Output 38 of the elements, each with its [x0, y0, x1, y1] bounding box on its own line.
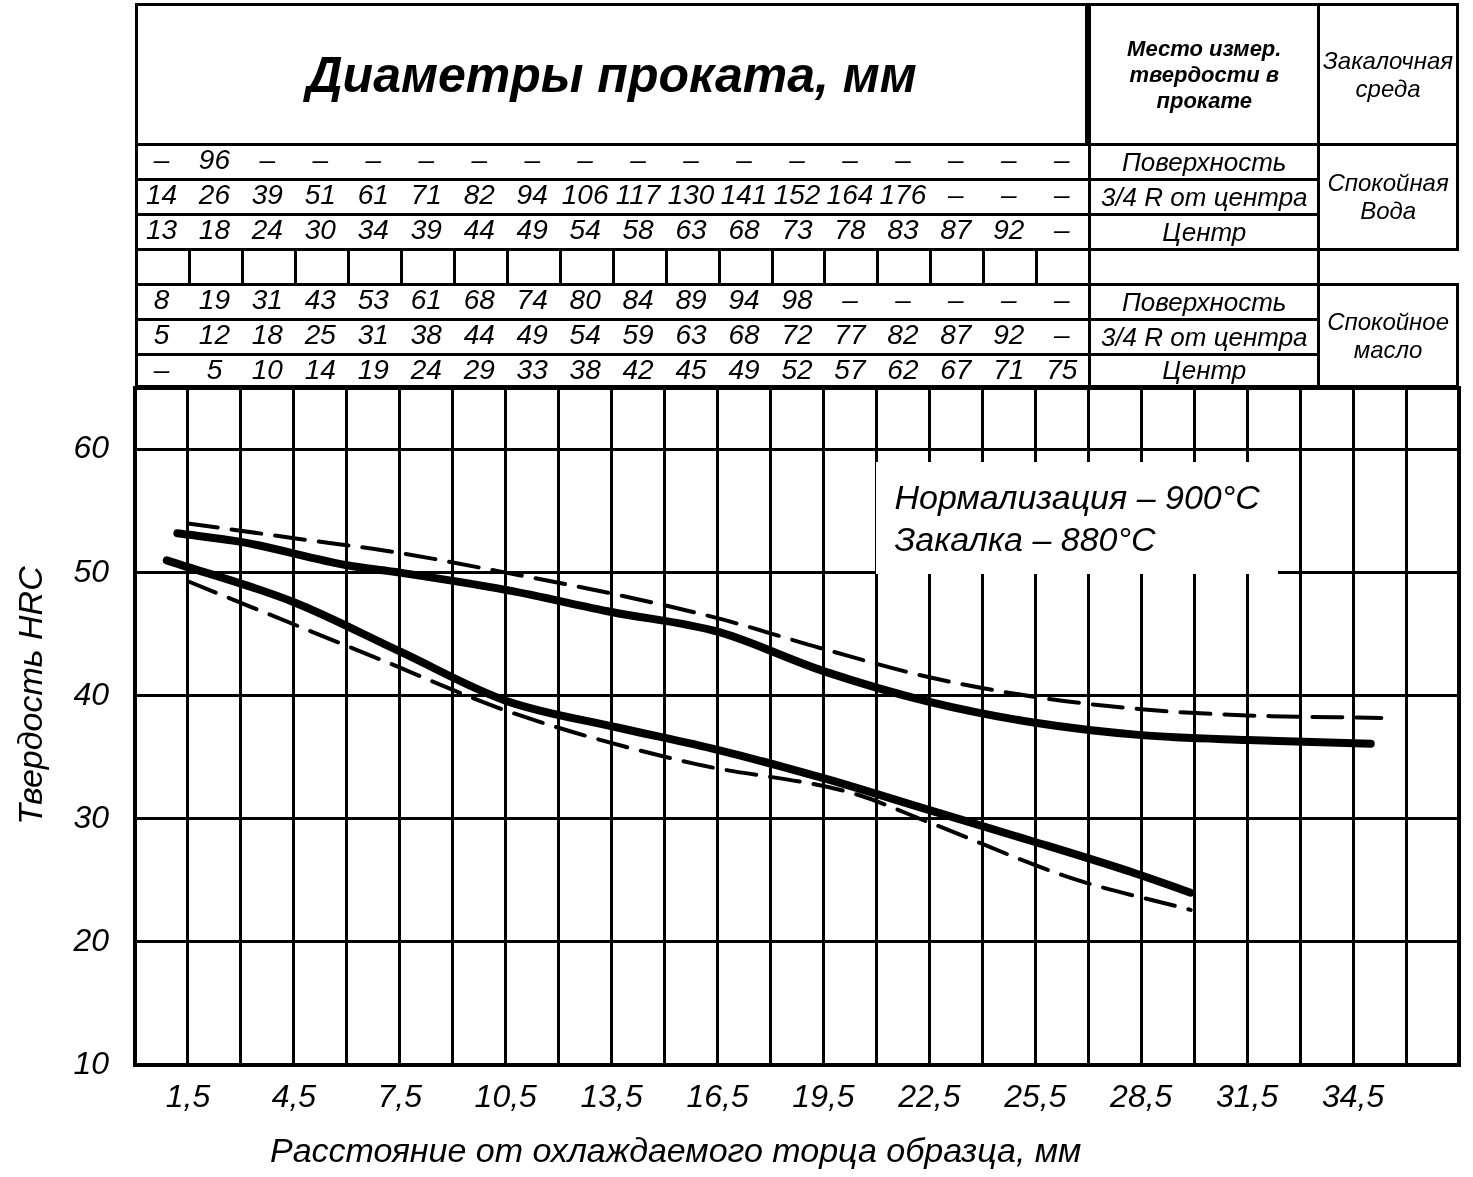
text: 13 18 24 30 34 39 44 49 54 58 63 68 73 78 83 87 92 – — [145, 214, 1070, 245]
text: Закалочная среда — [1317, 3, 1459, 146]
x-tick-label: 19,5 — [792, 1078, 855, 1115]
y-axis-title: Твердость HRC — [10, 566, 50, 825]
annotation: Нормализация – 900°C — [894, 476, 1260, 518]
x-tick-label: 31,5 — [1216, 1078, 1279, 1115]
text: 8 19 31 43 53 61 68 74 80 84 89 94 98 – – – – – — [153, 284, 1070, 315]
text: – 5 10 14 19 24 29 33 38 42 45 49 52 57 62 67 71 75 — [153, 354, 1078, 385]
text: 5 12 18 25 31 38 44 49 54 59 63 68 72 77 82 87 92 – — [153, 319, 1070, 350]
y-tick-label: 40 — [73, 675, 110, 712]
x-axis-title: Расстояние от охлаждаемого торца образца, мм — [270, 1131, 1082, 1171]
y-tick-label: 50 — [73, 552, 110, 589]
text: Спокойная Вода — [1317, 143, 1459, 251]
x-tick-label: 7,5 — [377, 1078, 423, 1115]
y-tick-label: 10 — [73, 1044, 110, 1081]
x-tick-label: 16,5 — [686, 1078, 749, 1115]
text: 3/4 R от центра — [1088, 178, 1321, 216]
text: Центр — [1088, 353, 1321, 388]
x-tick-label: 22,5 — [897, 1078, 961, 1115]
text: Поверхность — [1088, 143, 1321, 181]
x-tick-label: 4,5 — [271, 1078, 317, 1115]
annotation: Закалка – 880°C — [894, 518, 1157, 560]
x-tick-label: 10,5 — [474, 1078, 538, 1115]
text: 14 26 39 51 61 71 82 94 106 117 130 141 152 164 176 – – – — [145, 179, 1070, 210]
text: – 96 – – – – – – – – – – – – – – – – — [153, 144, 1070, 175]
x-tick-label: 25,5 — [1003, 1078, 1067, 1115]
y-tick-label: 60 — [73, 429, 110, 466]
text: Центр — [1088, 213, 1321, 251]
x-tick-label: 28,5 — [1109, 1078, 1173, 1115]
text: 3/4 R от центра — [1088, 318, 1321, 356]
x-tick-label: 13,5 — [580, 1078, 643, 1115]
y-tick-label: 30 — [73, 798, 110, 835]
x-tick-label: 34,5 — [1321, 1078, 1385, 1115]
text: Поверхность — [1088, 283, 1321, 321]
x-tick-label: 1,5 — [165, 1078, 211, 1115]
text: Спокойное масло — [1317, 283, 1459, 388]
text: Место измер. твердости в прокате — [1088, 3, 1321, 146]
y-tick-label: 20 — [72, 921, 110, 958]
